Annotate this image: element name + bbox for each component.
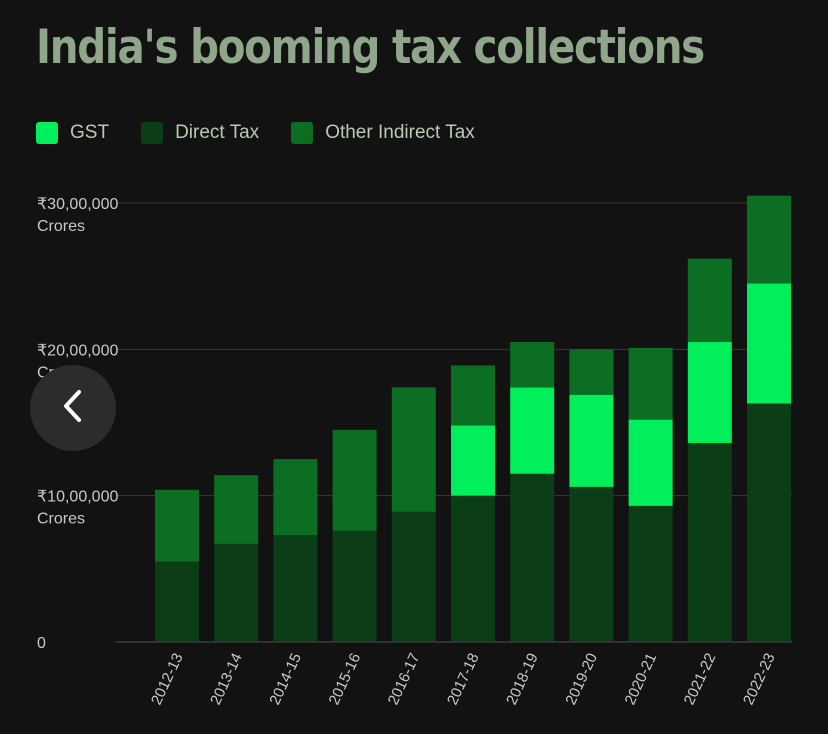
legend-swatch-gst [36,122,58,144]
y-tick-unit-label: Crores [37,218,85,235]
bar-other-indirect-tax-2018-19 [510,342,555,388]
bar-other-indirect-tax-2015-16 [332,429,377,531]
x-tick-label: 2014-15 [266,651,305,708]
bar-direct-tax-2015-16 [332,530,377,642]
bar-other-indirect-tax-2013-14 [214,475,259,544]
x-tick-label: 2021-22 [681,651,720,708]
chart-legend: GST Direct Tax Other Indirect Tax [36,122,507,144]
bar-other-indirect-tax-2017-18 [451,365,495,426]
bar-gst-2022-23 [747,283,791,404]
bar-gst-2018-19 [510,387,555,474]
bar-other-indirect-tax-2019-20 [569,349,614,395]
chevron-left-icon [58,386,88,431]
bar-gst-2017-18 [451,425,495,496]
legend-item-gst: GST [36,122,109,144]
bar-direct-tax-2019-20 [569,486,614,642]
x-tick-label: 2015-16 [326,651,365,708]
bar-other-indirect-tax-2021-22 [687,258,732,343]
bar-other-indirect-tax-2012-13 [155,489,199,562]
bar-direct-tax-2012-13 [155,561,199,642]
bar-gst-2021-22 [687,342,732,443]
bar-other-indirect-tax-2016-17 [391,387,436,512]
x-tick-label: 2022-23 [740,651,779,708]
bar-gst-2019-20 [569,394,614,487]
chart-title: India's booming tax collections [36,20,705,75]
legend-label-other-indirect-tax: Other Indirect Tax [325,122,475,143]
x-tick-label: 2019-20 [562,651,601,708]
y-tick-label: 0 [37,635,46,652]
legend-item-other-indirect-tax: Other Indirect Tax [291,122,475,144]
legend-label-direct-tax: Direct Tax [175,122,260,143]
bar-direct-tax-2020-21 [628,505,673,642]
y-tick-label: ₹20,00,000 [37,342,118,359]
bar-direct-tax-2013-14 [214,543,259,642]
legend-swatch-direct-tax [141,122,164,144]
legend-label-gst: GST [70,122,110,143]
x-tick-label: 2013-14 [207,651,246,708]
bar-direct-tax-2014-15 [273,535,318,642]
bar-gst-2020-21 [628,419,673,506]
bar-direct-tax-2016-17 [391,511,436,642]
back-button[interactable] [30,365,116,451]
x-tick-label: 2016-17 [385,651,424,708]
legend-swatch-other-indirect-tax [291,122,314,144]
x-tick-label: 2017-18 [444,651,483,708]
bar-other-indirect-tax-2022-23 [747,195,791,284]
y-tick-unit-label: Crores [37,511,85,528]
y-tick-label: ₹10,00,000 [37,489,118,506]
y-tick-label: ₹30,00,000 [37,196,118,213]
x-tick-label: 2020-21 [622,651,661,708]
bar-other-indirect-tax-2020-21 [628,347,673,420]
x-tick-label: 2018-19 [503,651,542,708]
bar-other-indirect-tax-2014-15 [273,459,318,536]
legend-item-direct-tax: Direct Tax [141,122,259,144]
bar-direct-tax-2022-23 [747,403,791,642]
bar-direct-tax-2021-22 [687,442,732,642]
x-tick-label: 2012-13 [148,651,187,708]
bar-direct-tax-2018-19 [510,473,555,642]
bar-direct-tax-2017-18 [451,495,495,642]
